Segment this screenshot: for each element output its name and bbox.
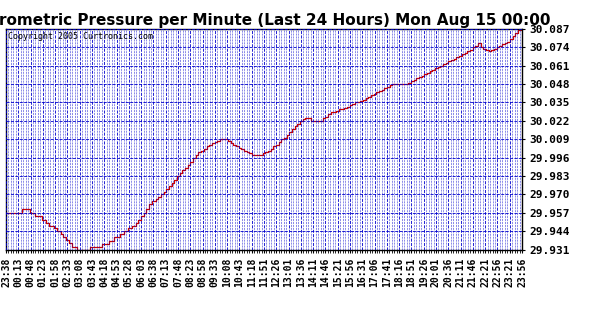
Text: Copyright 2005 Curtronics.com: Copyright 2005 Curtronics.com (8, 32, 152, 41)
Title: Barometric Pressure per Minute (Last 24 Hours) Mon Aug 15 00:00: Barometric Pressure per Minute (Last 24 … (0, 12, 551, 28)
